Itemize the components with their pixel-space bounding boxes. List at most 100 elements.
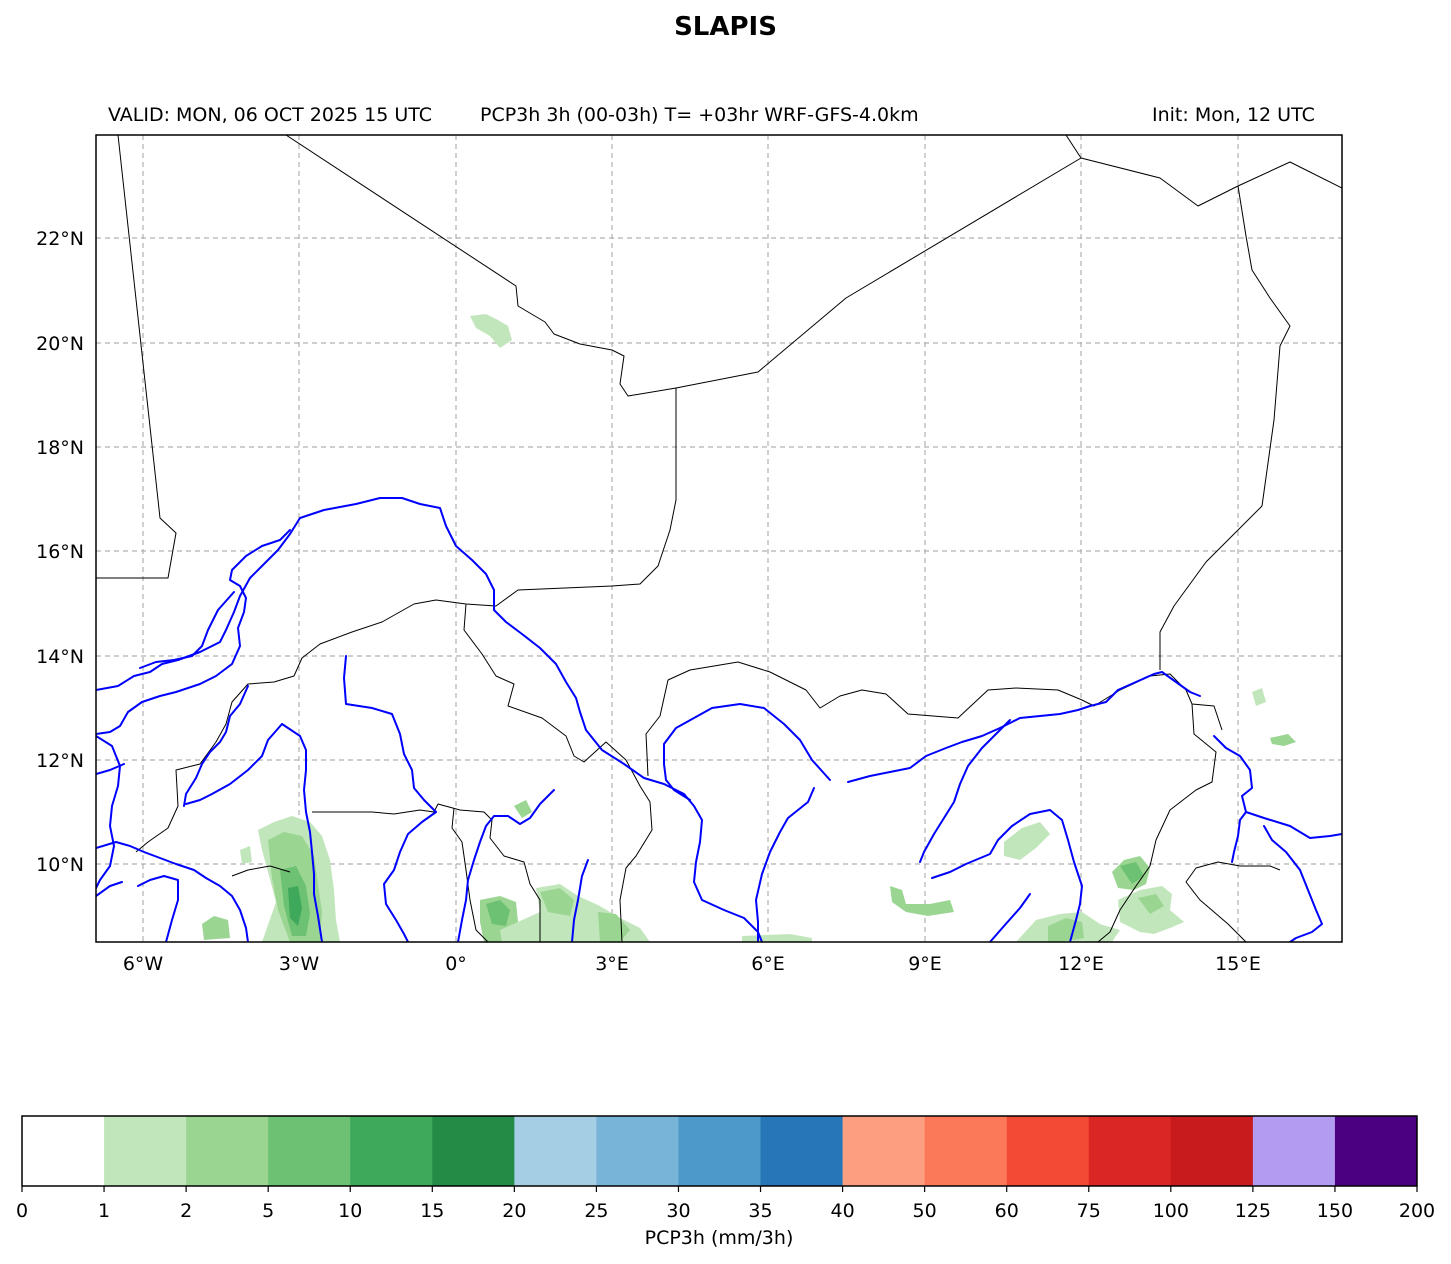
- colorbar-swatch: [842, 1116, 926, 1186]
- lat-label: 12°N: [36, 750, 84, 772]
- river-line: [96, 763, 125, 775]
- border-line: [1185, 867, 1247, 942]
- river-line: [96, 497, 763, 942]
- river-line: [755, 787, 815, 942]
- precip-patch: [890, 886, 954, 916]
- init-time-label: Init: Mon, 12 UTC: [1152, 104, 1315, 126]
- lat-label: 10°N: [36, 854, 84, 876]
- river-line: [1231, 811, 1247, 863]
- colorbar-swatch: [268, 1116, 351, 1186]
- plot-title: SLAPIS: [674, 12, 777, 42]
- colorbar-tick-label: 10: [338, 1200, 362, 1222]
- colorbar-label: PCP3h (mm/3h): [645, 1227, 794, 1249]
- border-line: [1159, 185, 1291, 670]
- border-line: [285, 135, 1082, 397]
- precip-patch: [1270, 734, 1296, 746]
- colorbar-swatch: [760, 1116, 844, 1186]
- precip-patch: [486, 900, 510, 926]
- lon-label: 3°E: [595, 953, 629, 975]
- colorbar-tick-label: 30: [666, 1200, 690, 1222]
- lat-label: 18°N: [36, 437, 84, 459]
- precip-patch: [1004, 822, 1050, 860]
- colorbar: [21, 1115, 1418, 1187]
- lat-label: 22°N: [36, 228, 84, 250]
- precip-patches: [202, 314, 1296, 942]
- river-line: [137, 875, 179, 942]
- colorbar-swatch: [186, 1116, 269, 1186]
- precip-patch: [288, 886, 302, 926]
- colorbar-tick-label: 25: [584, 1200, 608, 1222]
- colorbar-swatch: [1088, 1116, 1172, 1186]
- colorbar-tick-label: 1: [98, 1200, 110, 1222]
- lat-label: 20°N: [36, 333, 84, 355]
- colorbar-swatch: [678, 1116, 762, 1186]
- river-line: [989, 893, 1031, 942]
- colorbar-tick-label: 15: [420, 1200, 444, 1222]
- precip-patch: [1138, 894, 1164, 914]
- country-borders: [96, 135, 1342, 942]
- lon-label: 0°: [445, 953, 467, 975]
- lon-labels: 6°W 3°W 0° 3°E 6°E 9°E 12°E 15°E: [123, 953, 1261, 975]
- river-line: [281, 723, 323, 942]
- lon-label: 9°E: [908, 953, 942, 975]
- colorbar-ticks: 0 1 2 5 10 15 20 25 30 35 40 50 60 75 100 125 150 200: [16, 1186, 1435, 1222]
- lon-label: 6°E: [751, 953, 785, 975]
- river-line: [96, 841, 249, 942]
- precip-patch: [1120, 862, 1144, 884]
- colorbar-tick-label: 50: [913, 1200, 937, 1222]
- lon-label: 3°W: [279, 953, 320, 975]
- colorbar-swatch: [1170, 1116, 1254, 1186]
- colorbar-swatch: [104, 1116, 187, 1186]
- colorbar-tick-label: 2: [180, 1200, 192, 1222]
- colorbar-swatch: [596, 1116, 679, 1186]
- colorbar-tick-label: 35: [748, 1200, 772, 1222]
- colorbar-tick-label: 5: [262, 1200, 274, 1222]
- lat-labels: 22°N 20°N 18°N 16°N 14°N 12°N 10°N: [36, 228, 84, 876]
- rivers: [96, 497, 1342, 942]
- colorbar-swatch: [924, 1116, 1008, 1186]
- colorbar-swatch: [350, 1116, 433, 1186]
- precip-patch: [470, 314, 512, 348]
- colorbar-swatch: [514, 1116, 597, 1186]
- river-line: [663, 703, 831, 801]
- border-line: [231, 865, 291, 877]
- river-line: [1263, 825, 1323, 942]
- precip-patch: [742, 934, 812, 942]
- border-line: [96, 135, 177, 579]
- lon-label: 6°W: [123, 953, 164, 975]
- colorbar-swatch: [1252, 1116, 1336, 1186]
- product-label: PCP3h 3h (00-03h) T= +03hr WRF-GFS-4.0km: [480, 104, 919, 126]
- border-line: [135, 388, 677, 853]
- river-line: [1213, 735, 1342, 839]
- colorbar-frame: [21, 1115, 1418, 1187]
- river-line: [185, 723, 283, 805]
- border-line: [451, 807, 489, 942]
- gridlines: [96, 135, 1342, 942]
- border-line: [463, 603, 653, 942]
- river-line: [571, 859, 589, 942]
- border-line: [1195, 861, 1281, 871]
- colorbar-tick-label: 20: [502, 1200, 526, 1222]
- colorbar-tick-label: 200: [1399, 1200, 1435, 1222]
- river-line: [931, 809, 1083, 942]
- border-line: [1080, 157, 1342, 207]
- colorbar-swatch: [1006, 1116, 1090, 1186]
- river-line: [457, 789, 555, 942]
- river-line: [183, 685, 249, 807]
- river-line: [383, 811, 437, 942]
- precip-patch: [202, 916, 230, 940]
- colorbar-tick-label: 100: [1153, 1200, 1189, 1222]
- river-line: [96, 529, 291, 735]
- colorbar-tick-label: 40: [830, 1200, 854, 1222]
- lat-label: 16°N: [36, 541, 84, 563]
- colorbar-swatch: [432, 1116, 515, 1186]
- river-line: [96, 735, 121, 889]
- colorbar-tick-label: 150: [1317, 1200, 1353, 1222]
- lon-label: 15°E: [1215, 953, 1261, 975]
- precip-patch: [540, 888, 574, 916]
- map-frame: [95, 134, 1343, 943]
- colorbar-tick-label: 0: [16, 1200, 28, 1222]
- precip-patch: [1252, 688, 1266, 706]
- border-line: [667, 661, 1223, 731]
